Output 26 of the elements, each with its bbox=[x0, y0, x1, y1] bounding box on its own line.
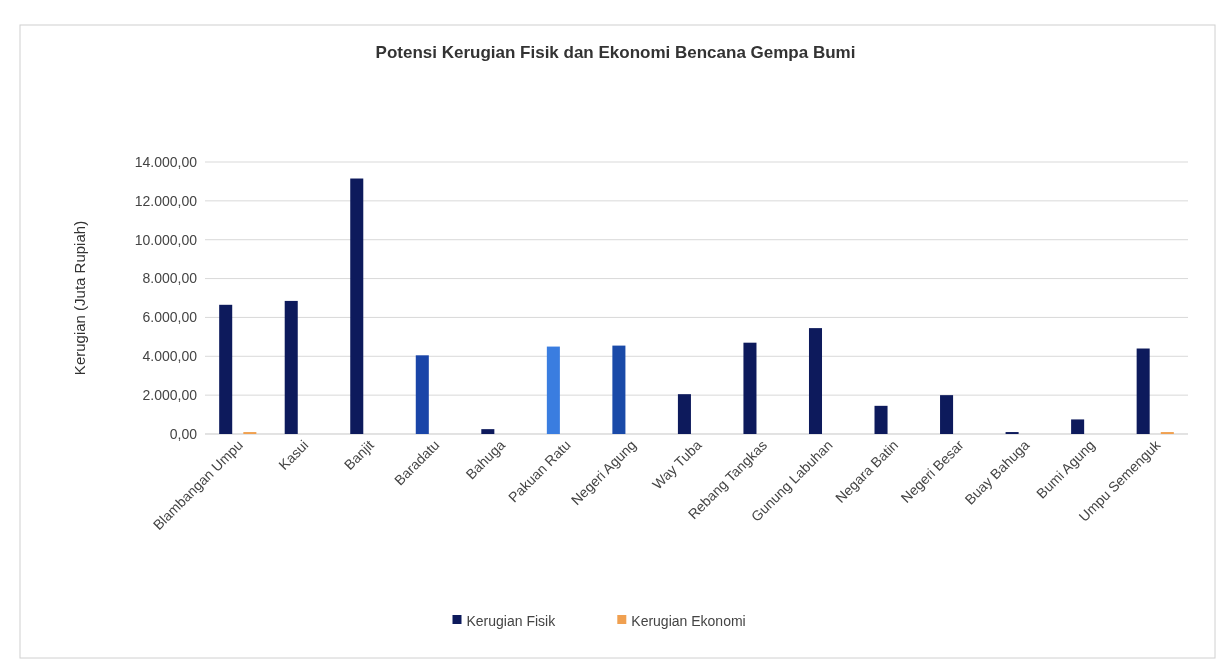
bar bbox=[940, 395, 954, 434]
bar bbox=[1136, 348, 1150, 434]
y-axis-title: Kerugian (Juta Rupiah) bbox=[71, 220, 88, 376]
bar bbox=[350, 178, 364, 434]
bar bbox=[874, 405, 888, 434]
bar bbox=[415, 355, 429, 434]
y-tick-label: 14.000,00 bbox=[134, 153, 198, 170]
bar bbox=[1071, 419, 1085, 434]
bar bbox=[743, 342, 757, 434]
y-tick-label: 6.000,00 bbox=[142, 309, 198, 326]
y-tick-label: 8.000,00 bbox=[142, 270, 198, 287]
y-tick-label: 10.000,00 bbox=[134, 231, 198, 248]
legend-label: Kerugian Fisik bbox=[466, 612, 557, 629]
bar bbox=[677, 394, 691, 434]
y-tick-label: 2.000,00 bbox=[142, 387, 198, 404]
bar bbox=[284, 300, 298, 434]
bar bbox=[481, 429, 495, 434]
bar bbox=[808, 328, 823, 434]
chart-title: Potensi Kerugian Fisik dan Ekonomi Bencana Gempa Bumi bbox=[375, 43, 856, 62]
bar bbox=[612, 345, 626, 434]
y-tick-label: 0,00 bbox=[169, 425, 198, 442]
legend-label: Kerugian Ekonomi bbox=[631, 612, 746, 629]
y-tick-label: 12.000,00 bbox=[134, 192, 198, 209]
bar bbox=[546, 346, 560, 434]
bar bbox=[219, 304, 233, 434]
y-tick-label: 4.000,00 bbox=[142, 348, 198, 365]
